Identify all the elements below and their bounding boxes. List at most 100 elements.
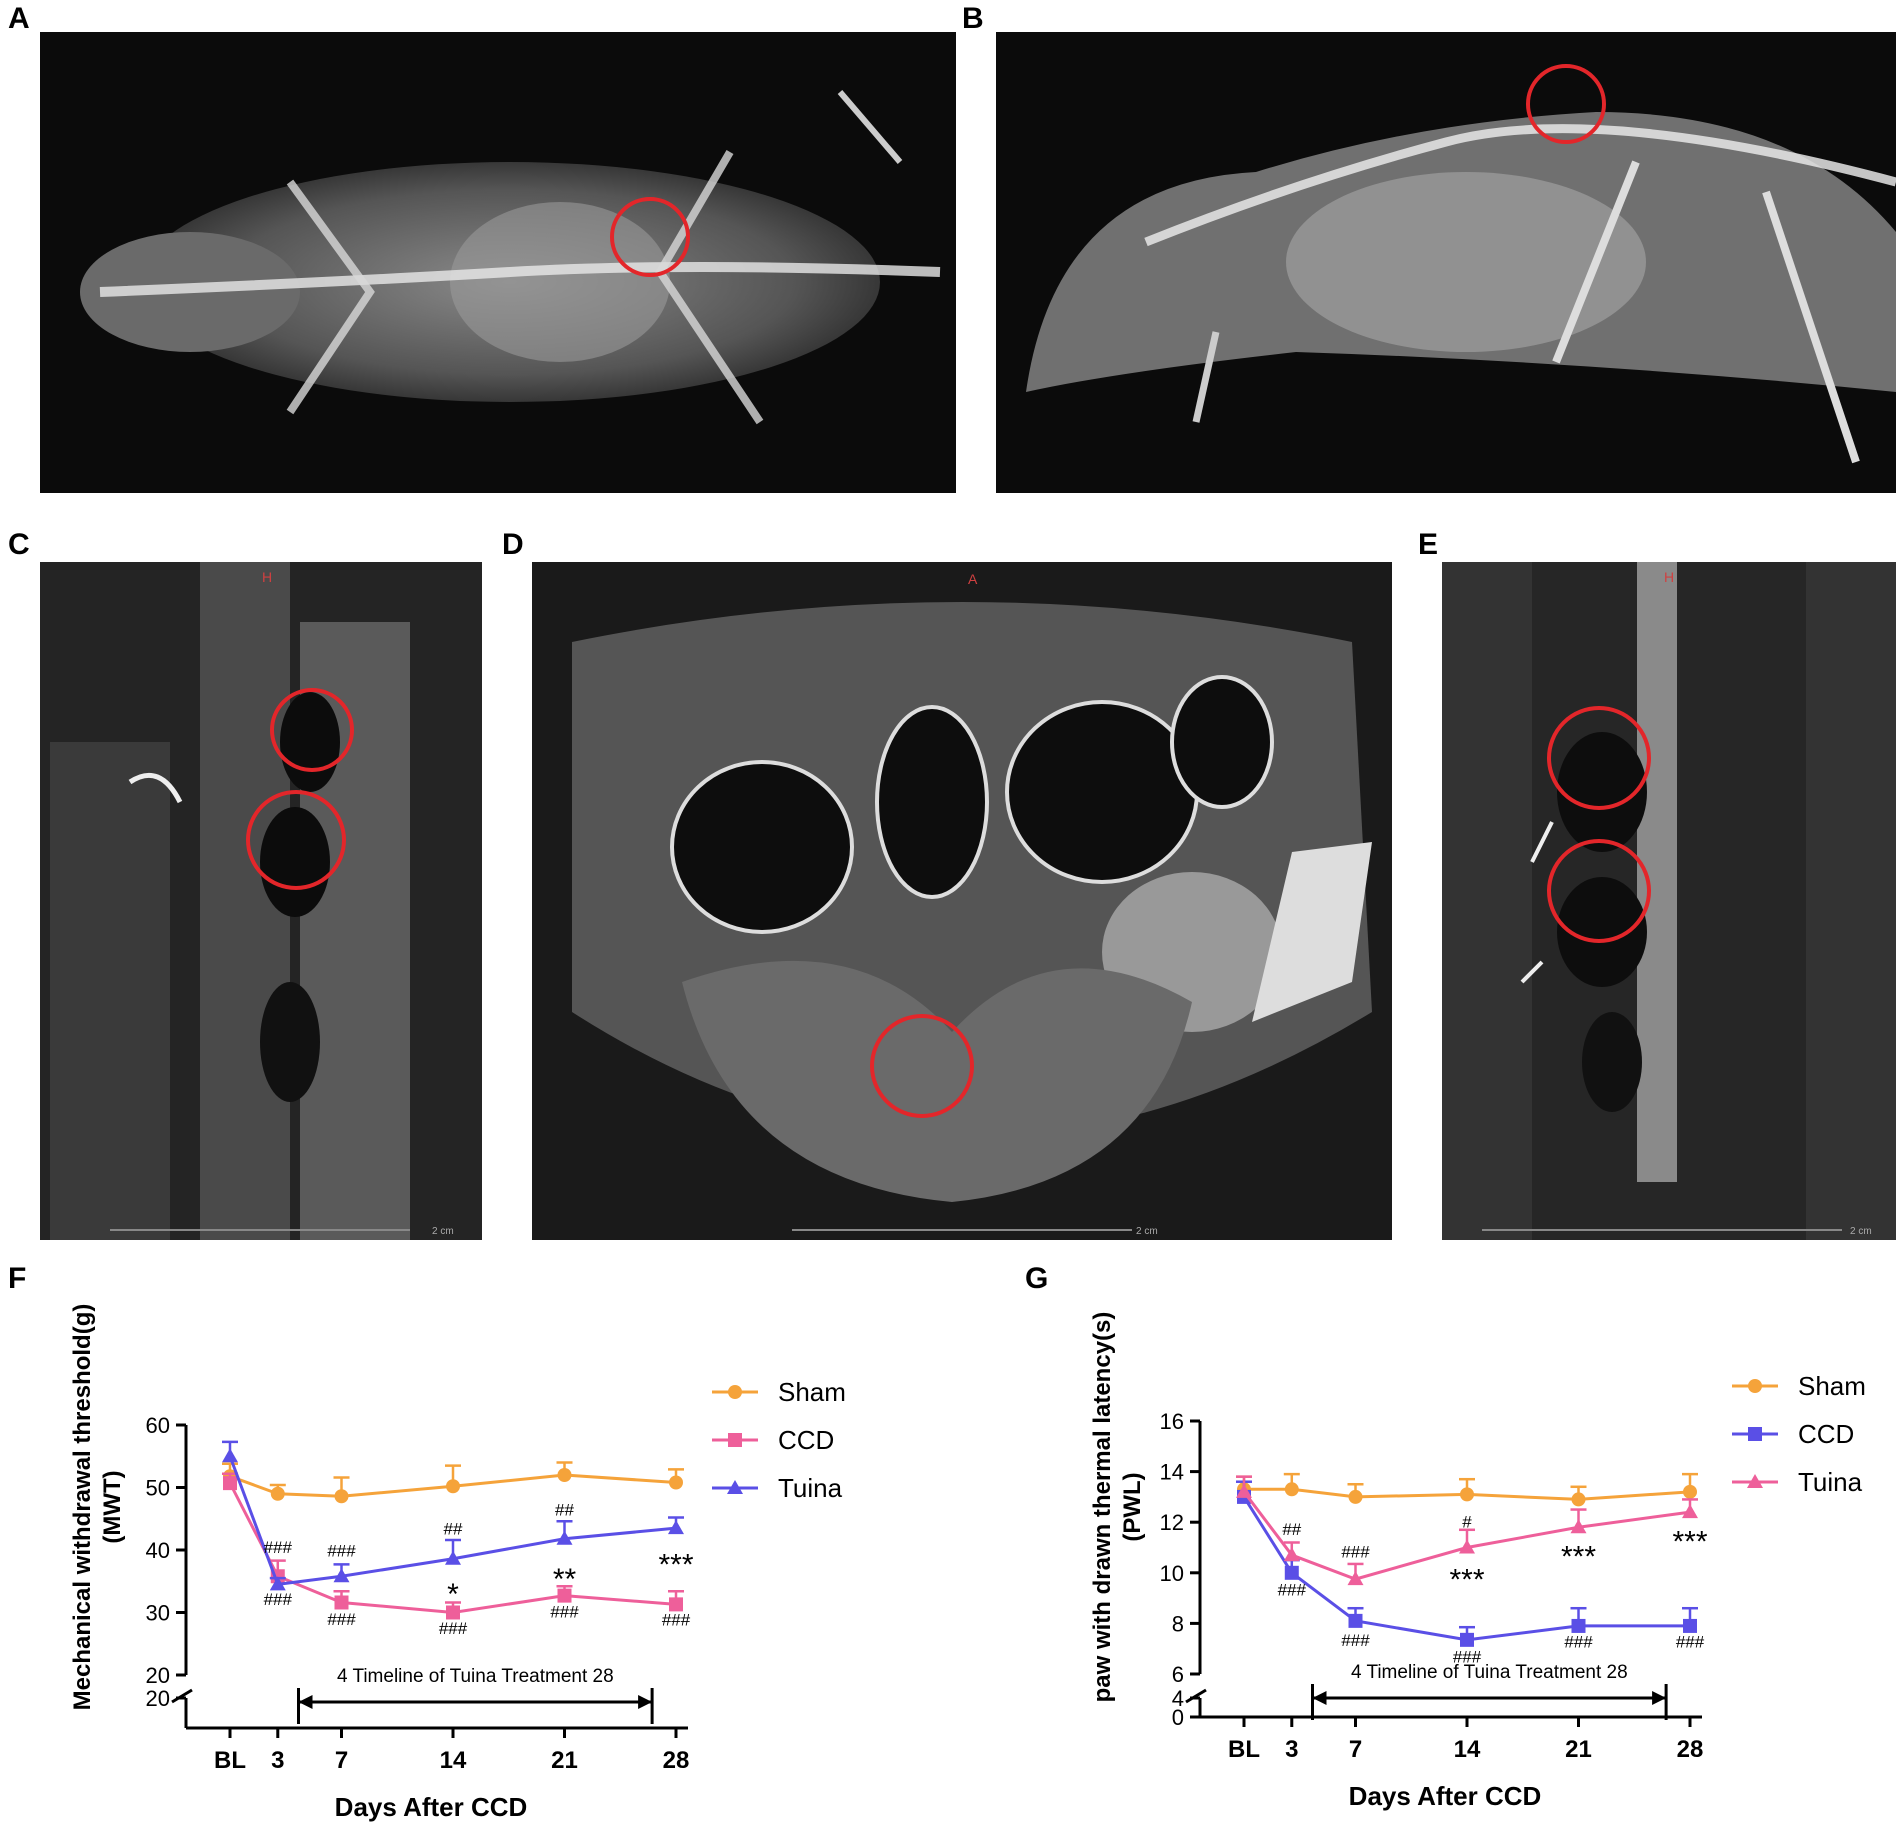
data-point (446, 1605, 460, 1620)
panel-label-a: A (8, 2, 30, 35)
y-tick-label: 10 (1160, 1561, 1184, 1586)
data-point (1236, 1483, 1252, 1498)
xray-dorsal-graphic (80, 90, 941, 425)
scale-bar-label: 2 cm (432, 1226, 454, 1237)
legend-marker (1747, 1474, 1763, 1488)
y-tick-label: 20 (146, 1663, 170, 1688)
lesion-circle (1547, 839, 1651, 943)
significance-hashes: ### (1341, 1543, 1370, 1562)
chart-mwt-svg: 20 30 40 50 60 20 BL 3 7 14 21 28 Days After CCD Mech… (69, 1304, 846, 1822)
data-point (333, 1568, 350, 1583)
series-sham (222, 1461, 684, 1504)
y-axis-title-line: (MWT) (99, 1470, 126, 1543)
y-axis-title: paw with drawn thermal latency(s) (PWL) (1089, 1312, 1146, 1703)
data-point (1683, 1484, 1697, 1499)
x-tick-label: BL (1228, 1736, 1260, 1763)
orientation-marker: A (968, 571, 978, 587)
legend-label: CCD (1798, 1419, 1854, 1449)
legend-label: Tuina (1798, 1467, 1863, 1497)
significance-stars: ** (553, 1563, 577, 1596)
xray-dorsal-image (40, 32, 956, 493)
y-axis-title-line: paw with drawn thermal latency(s) (1089, 1312, 1116, 1703)
y-tick-label: 40 (146, 1538, 170, 1563)
data-point (1459, 1539, 1475, 1554)
legend-label: Sham (778, 1377, 846, 1407)
series-line (228, 1455, 677, 1587)
xray-lateral-image (996, 32, 1896, 493)
data-point (222, 1448, 238, 1463)
data-point (669, 1597, 683, 1612)
data-point (556, 1530, 573, 1545)
data-point (1571, 1618, 1586, 1633)
y-tick-label: 4 (1172, 1686, 1184, 1711)
lesion-circle (1526, 64, 1606, 144)
significance-hashes: ### (1278, 1581, 1307, 1600)
xray-lateral-graphic (1026, 64, 1896, 464)
significance-hashes: ### (662, 1611, 691, 1630)
series-line (1242, 1490, 1691, 1581)
y-tick-label: 6 (1172, 1662, 1184, 1687)
y-tick-label: 60 (146, 1413, 170, 1438)
y-tick-label: 30 (146, 1601, 170, 1626)
data-point (557, 1468, 572, 1482)
significance-hashes: ### (327, 1610, 356, 1629)
x-tick-label: 21 (1565, 1736, 1592, 1763)
significance-stars: * (447, 1578, 459, 1611)
x-tick-label: 7 (335, 1747, 348, 1774)
legend-label: CCD (778, 1425, 834, 1455)
chart-pwl-svg: 6 8 10 12 14 16 04 BL 3 7 14 21 28 Days After CCD paw … (1089, 1312, 1866, 1811)
axis-break-mark (1185, 1688, 1207, 1704)
data-point (1460, 1632, 1474, 1647)
timeline-arrow-head-left (298, 1695, 313, 1709)
timeline-label: 4 Timeline of Tuina Treatment 28 (1351, 1662, 1628, 1683)
data-point (1570, 1519, 1587, 1534)
panel-label-f: F (8, 1262, 27, 1295)
x-tick-label: 28 (663, 1747, 690, 1774)
x-tick-label: 14 (440, 1747, 467, 1774)
data-point (269, 1576, 286, 1591)
data-point (557, 1588, 572, 1603)
orientation-marker: H (262, 569, 272, 585)
data-point (1682, 1504, 1698, 1519)
y-tick-label: 8 (1172, 1611, 1184, 1636)
data-point (1571, 1492, 1586, 1507)
scale-bar-label: 2 cm (1136, 1226, 1158, 1237)
significance-hashes: ### (1341, 1631, 1370, 1650)
significance-hashes: ### (1676, 1632, 1705, 1651)
significance-stars: *** (1672, 1525, 1707, 1558)
y-axis-title: Mechanical withdrawal threshold(g) (MWT) (69, 1304, 126, 1711)
y-tick-label: 14 (1160, 1460, 1184, 1485)
lesion-circle (246, 790, 346, 890)
data-point (445, 1550, 461, 1565)
mri-coronal-graphic: 2 cm H (1442, 562, 1896, 1240)
lesion-circle (1547, 706, 1651, 810)
chart-pwl: 6 8 10 12 14 16 0 4 BL 3 7 14 21 28 Days After CCD paw … (1060, 1262, 1902, 1828)
significance-hashes: ### (1564, 1632, 1593, 1651)
panel-label-d: D (502, 528, 524, 561)
x-tick-label: BL (214, 1747, 246, 1774)
x-axis-title: Days After CCD (335, 1792, 528, 1822)
legend-label: Sham (1798, 1371, 1866, 1401)
lesion-circle (610, 197, 690, 277)
significance-hashes: ### (327, 1541, 356, 1560)
mri-axial-graphic: 2 cm A (572, 571, 1372, 1237)
data-point (223, 1476, 237, 1491)
legend-marker (1748, 1427, 1762, 1441)
significance-hashes: ### (264, 1538, 293, 1557)
orientation-marker: H (1664, 569, 1674, 585)
significance-hashes: ### (439, 1619, 468, 1638)
mri-sagittal-graphic: 2 cm H (40, 562, 482, 1240)
significance-stars: *** (1449, 1563, 1484, 1596)
mri-axial-image: 2 cm A (532, 562, 1392, 1240)
chart-mwt: 20 30 40 50 60 20 BL 3 7 14 21 28 Days After CCD Mech… (40, 1262, 920, 1828)
data-point (669, 1475, 683, 1490)
y-axis-title-line: (PWL) (1119, 1472, 1146, 1541)
panel-label-c: C (8, 528, 30, 561)
y-tick-label: 0 (1172, 1705, 1184, 1730)
lesion-circle (270, 688, 354, 772)
legend-marker (1748, 1379, 1762, 1393)
significance-stars: *** (1561, 1541, 1596, 1574)
data-point (1283, 1547, 1300, 1562)
data-point (1284, 1565, 1299, 1580)
lesion-circle (870, 1014, 974, 1118)
